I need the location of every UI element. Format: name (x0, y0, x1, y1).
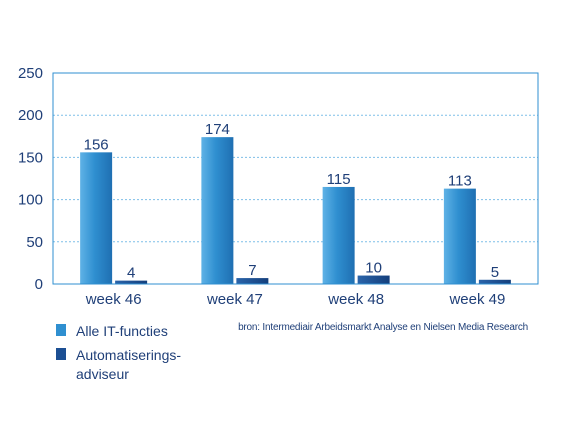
y-tick-label-250: 250 (18, 65, 43, 82)
bar-automatiserings-adviseur-week-47 (236, 278, 269, 284)
data-label-series-2-week-48: 10 (365, 260, 382, 277)
bar-automatiserings-adviseur-week-49 (478, 279, 511, 284)
x-category-label-week-48: week 48 (327, 291, 384, 308)
source-note: bron: Intermediair Arbeidsmarkt Analyse … (238, 322, 528, 333)
data-label-series-2-week-49: 5 (491, 264, 499, 281)
legend-item-alle-it-functies: Alle IT-functies (56, 322, 196, 341)
plot-area-frame (52, 72, 539, 285)
y-tick-label-50: 50 (26, 234, 43, 251)
bar-alle-it-functies-week-47 (201, 137, 234, 284)
data-label-series-2-week-47: 7 (248, 262, 256, 279)
data-label-series-1-week-47: 174 (205, 121, 230, 138)
data-label-series-1-week-49: 113 (448, 173, 472, 190)
y-tick-label-100: 100 (18, 192, 43, 209)
x-category-label-week-49: week 49 (448, 291, 505, 308)
bar-alle-it-functies-week-46 (80, 152, 113, 284)
x-category-label-week-47: week 47 (206, 291, 263, 308)
data-label-series-1-week-48: 115 (327, 171, 351, 188)
bar-alle-it-functies-week-49 (443, 188, 476, 284)
y-tick-label-200: 200 (18, 107, 43, 124)
data-label-series-1-week-46: 156 (84, 136, 109, 153)
legend-swatch-series-1 (56, 324, 66, 336)
y-tick-label-150: 150 (18, 149, 43, 166)
x-category-label-week-46: week 46 (85, 291, 142, 308)
y-tick-label-0: 0 (35, 276, 43, 293)
bars-layer (80, 137, 511, 284)
bar-alle-it-functies-week-48 (322, 186, 355, 284)
data-label-series-2-week-46: 4 (127, 265, 135, 282)
labels-layer: 0 50 100 150 200 250 156 4 week 46 174 7 week 47 115… (18, 65, 505, 308)
bar-automatiserings-adviseur-week-48 (357, 275, 390, 284)
legend-item-automatiserings-adviseur: Automatiserings- adviseur (56, 346, 196, 384)
legend-label-series-2: Automatiserings- adviseur (76, 347, 182, 382)
legend-label-series-1: Alle IT-functies (76, 323, 168, 339)
legend-swatch-series-2 (56, 348, 66, 360)
bar-automatiserings-adviseur-week-46 (115, 280, 148, 284)
